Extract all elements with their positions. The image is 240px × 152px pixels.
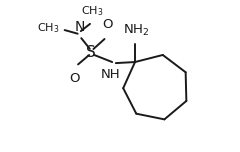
Text: NH: NH bbox=[101, 68, 121, 81]
Text: O: O bbox=[102, 18, 112, 31]
Text: N: N bbox=[74, 20, 85, 34]
Text: CH$_3$: CH$_3$ bbox=[81, 4, 104, 18]
Text: NH$_2$: NH$_2$ bbox=[123, 23, 149, 38]
Text: O: O bbox=[70, 72, 80, 85]
Text: CH$_3$: CH$_3$ bbox=[37, 22, 59, 35]
Text: S: S bbox=[86, 45, 96, 60]
